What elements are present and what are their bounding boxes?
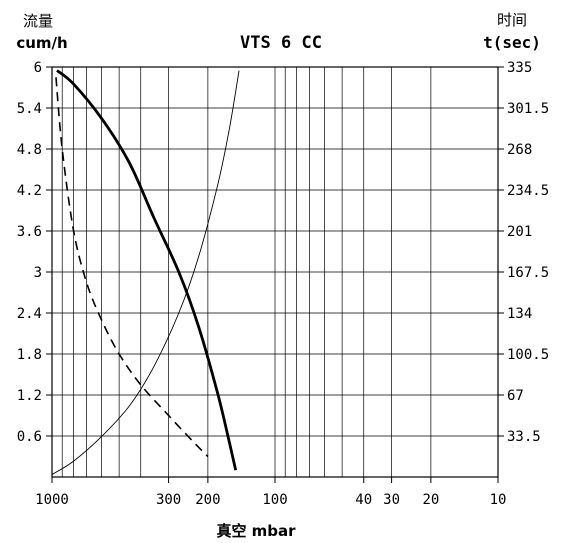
x-tick-label: 30 [383,492,400,508]
left-tick-label: 4.8 [17,142,42,158]
x-tick-label: 1000 [35,492,69,508]
left-tick-label: 0.6 [17,429,42,445]
left-tick-label: 6 [34,60,42,76]
right-tick-label: 268 [507,142,532,158]
left-tick-label: 2.4 [17,306,42,322]
right-tick-label: 67 [507,388,524,404]
data-series [51,69,240,475]
right-axis-label-top: 时间 [497,11,527,29]
x-tick-label: 200 [195,492,220,508]
x-tick-label: 100 [262,492,287,508]
series-line-dashed [55,77,209,458]
right-axis-ticks: 33.5 67 100.5 134 167.5 201 234.5 268 301.5 335 [498,60,549,445]
left-axis-ticks: 0.6 1.2 1.8 2.4 3 3.6 4.2 4.8 5.4 6 [17,60,52,445]
grid-horizontal [52,66,498,437]
series-line-thin-solid [51,70,240,475]
right-tick-label: 234.5 [507,183,549,199]
right-tick-label: 335 [507,60,532,76]
x-axis-label: 真空 mbar [216,522,296,540]
series-line-thick-solid [56,69,238,471]
x-tick-label: 40 [355,492,372,508]
right-axis-label: t(sec) [483,33,541,52]
left-axis-label-top: 流量 [23,12,53,30]
right-tick-label: 301.5 [507,101,549,117]
left-tick-label: 1.8 [17,347,42,363]
left-axis-label: cum/h [16,34,67,52]
left-tick-label: 4.2 [17,183,42,199]
right-tick-label: 100.5 [507,347,549,363]
right-tick-label: 134 [507,306,532,322]
x-tick-label: 20 [422,492,439,508]
x-tick-label: 10 [490,492,507,508]
chart-title: VTS 6 CC [240,33,322,53]
left-tick-label: 3.6 [17,224,42,240]
x-tick-label: 300 [156,492,181,508]
right-tick-label: 167.5 [507,265,549,281]
x-axis-ticks: 1000 300 200 100 40 30 20 10 [35,477,506,508]
left-tick-label: 1.2 [17,388,42,404]
right-tick-label: 33.5 [507,429,541,445]
left-tick-label: 3 [34,265,42,281]
right-tick-label: 201 [507,224,532,240]
left-tick-label: 5.4 [17,101,42,117]
